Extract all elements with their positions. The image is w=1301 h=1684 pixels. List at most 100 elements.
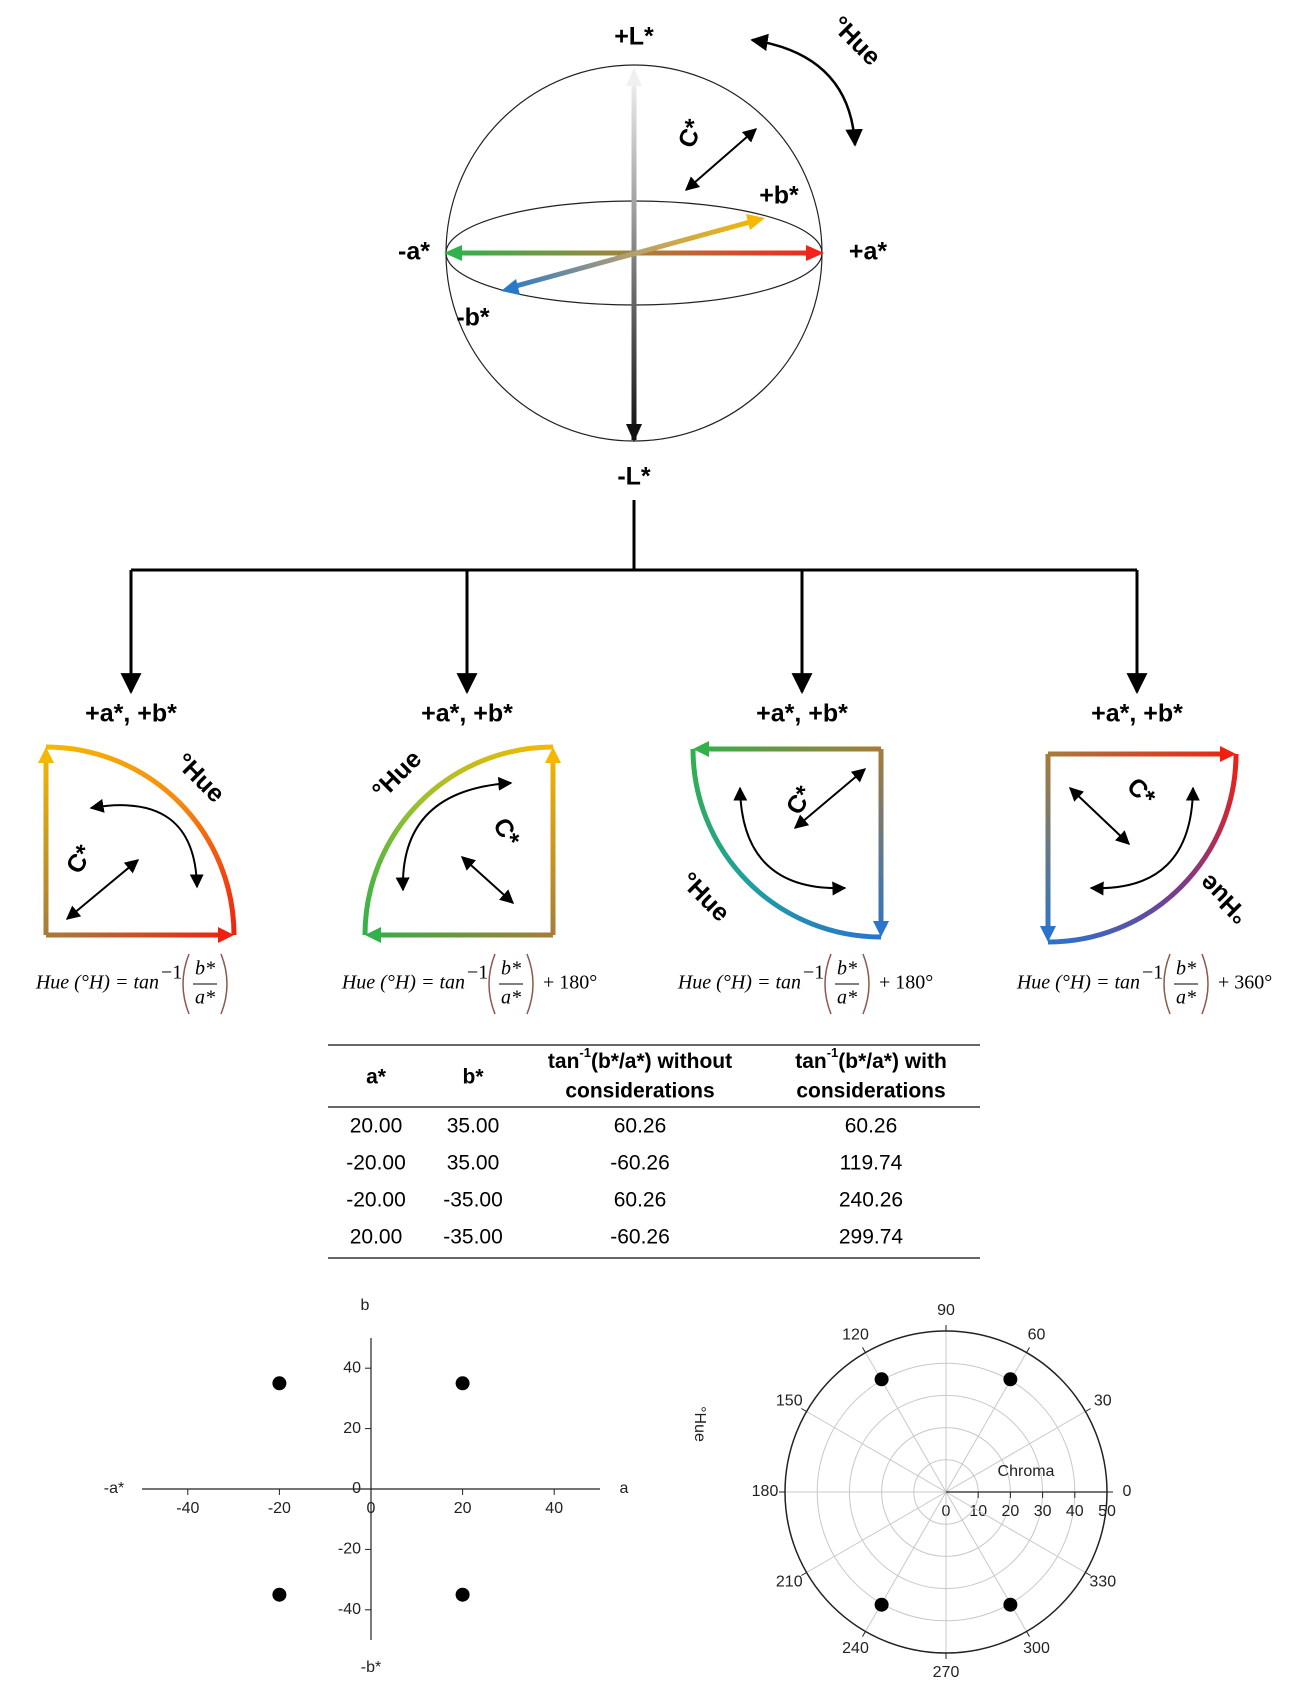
table-cell: 60.26 (845, 1115, 898, 1138)
formula-sup: −1 (1142, 962, 1163, 984)
table-cell: 20.00 (350, 1115, 403, 1138)
formula-sup: −1 (803, 962, 824, 984)
label: -b* (456, 304, 490, 332)
point (1003, 1372, 1017, 1386)
r-tick-label: 10 (969, 1503, 987, 1520)
quadrant-header: +a*, +b* (421, 700, 513, 728)
hue-arrow (752, 40, 855, 145)
formula-sup: −1 (161, 962, 182, 984)
label: °Hue (826, 11, 886, 71)
chroma-label: C* (61, 840, 99, 878)
header-part: (b*/a*) without (591, 1050, 732, 1073)
quadrant-header: +a*, +b* (756, 700, 848, 728)
paren (863, 954, 869, 1014)
label: -L* (617, 463, 651, 491)
x-tick-label: -20 (268, 1500, 291, 1517)
header-part: -1 (827, 1045, 839, 1060)
header-part: -1 (579, 1045, 591, 1060)
label: +a* (849, 238, 888, 266)
formula-lhs: Hue (°H) = tan (35, 972, 159, 994)
table-cell: -20.00 (346, 1189, 406, 1212)
quadrant-header: +a*, +b* (1091, 700, 1183, 728)
header-part: (b*/a*) with (838, 1050, 947, 1073)
paren (527, 954, 533, 1014)
arrowhead (626, 68, 642, 86)
x-tick-label: 40 (545, 1500, 563, 1517)
table-header: tan-1(b*/a*) without (548, 1045, 732, 1072)
theta-tick-label: 300 (1023, 1640, 1050, 1657)
chroma-label: C* (487, 813, 525, 851)
y-tick-label: 40 (343, 1359, 361, 1376)
charts: -40-2002040-40-2002040ab-a*-b*0102030405… (104, 1297, 1132, 1681)
x-tick-label: -40 (176, 1500, 199, 1517)
point (456, 1376, 470, 1390)
paren (183, 954, 189, 1014)
y-neg-label: -b* (361, 1659, 381, 1676)
table-header: tan-1(b*/a*) with (795, 1045, 947, 1072)
table-cell: 35.00 (447, 1152, 500, 1175)
paren (1202, 954, 1208, 1014)
denominator: a* (837, 987, 857, 1009)
point (1003, 1598, 1017, 1612)
r-tick-label: 40 (1066, 1503, 1084, 1520)
y-tick-label: -20 (338, 1541, 361, 1558)
table-header: considerations (796, 1080, 945, 1103)
theta-tick (1085, 1409, 1090, 1412)
theta-tick-label: 60 (1028, 1326, 1046, 1343)
grid-spoke (807, 1412, 946, 1493)
hue-label: °Hue (1194, 869, 1254, 929)
table-cell: 20.00 (350, 1226, 403, 1249)
formula-lhs: Hue (°H) = tan (341, 972, 465, 994)
theta-tick-label: 120 (842, 1326, 869, 1343)
paren (825, 954, 831, 1014)
quadrant-header: +a*, +b* (85, 700, 177, 728)
y-axis-label: b (361, 1297, 370, 1314)
r-tick-label: 20 (1002, 1503, 1020, 1520)
table-header: a* (366, 1066, 387, 1089)
formula-lhs: Hue (°H) = tan (1016, 972, 1140, 994)
denominator: a* (501, 987, 521, 1009)
point (875, 1598, 889, 1612)
theta-tick (1027, 1631, 1030, 1636)
theta-tick (863, 1631, 866, 1636)
grid-spoke (807, 1492, 946, 1573)
label: -a* (398, 238, 430, 266)
denominator: a* (1176, 987, 1196, 1009)
r-tick-label: 30 (1034, 1503, 1052, 1520)
figure: +L* -L* +a* -a* +b* -b* C* °Hue +a*, +b*… (0, 0, 1301, 1684)
table-cell: 119.74 (840, 1152, 903, 1175)
table: a*b*tan-1(b*/a*) withoutconsiderationsta… (328, 1045, 980, 1258)
table-header: b* (463, 1066, 485, 1089)
table-cell: -35.00 (443, 1226, 503, 1249)
formula-offset: + 180° (543, 972, 597, 994)
table-cell: 35.00 (447, 1115, 500, 1138)
point (875, 1372, 889, 1386)
table-cell: 240.26 (839, 1189, 903, 1212)
table-cell: -35.00 (443, 1189, 503, 1212)
theta-tick-label: 180 (752, 1483, 779, 1500)
theta-axis-label: °Hue (691, 1406, 708, 1442)
theta-tick-label: 330 (1089, 1574, 1116, 1591)
label: C* (673, 115, 709, 151)
paren (1164, 954, 1170, 1014)
arrowhead (626, 424, 642, 442)
table-cell: -60.26 (610, 1152, 670, 1175)
arrowhead (746, 214, 765, 230)
label: +b* (759, 182, 799, 210)
chroma-arrow (462, 857, 513, 903)
point (272, 1588, 286, 1602)
chroma-label: C* (1121, 772, 1161, 812)
theta-tick (863, 1347, 866, 1352)
theta-tick-label: 270 (933, 1664, 960, 1681)
label: +L* (614, 23, 654, 51)
theta-tick-label: 210 (776, 1574, 803, 1591)
header-part: tan (795, 1050, 827, 1073)
denominator: a* (195, 987, 215, 1009)
point (272, 1376, 286, 1390)
table-cell: -60.26 (610, 1226, 670, 1249)
sphere: +L* -L* +a* -a* +b* -b* C* °Hue (398, 11, 887, 491)
numerator: b* (501, 958, 521, 980)
